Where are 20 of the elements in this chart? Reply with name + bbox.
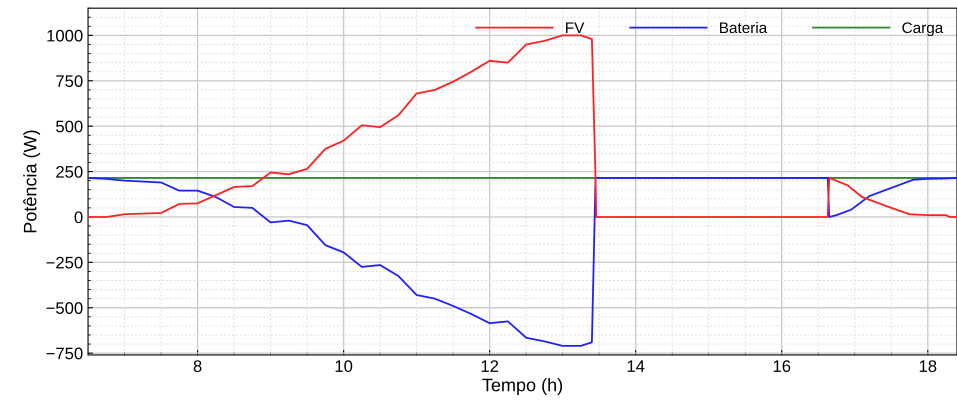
legend-label: Bateria: [720, 22, 768, 34]
y-tick-label: 250: [56, 166, 83, 178]
x-tick-label: 18: [920, 360, 936, 372]
y-tick-label: −250: [46, 256, 83, 269]
y-tick-label: −750: [46, 348, 83, 360]
x-tick-label: 16: [774, 360, 790, 372]
line-series: [88, 177, 957, 347]
x-axis-title: Tempo (h): [482, 378, 562, 395]
y-tick-label: 0: [74, 211, 83, 224]
y-tick-label: 1000: [47, 30, 83, 42]
y-tick-label: 500: [56, 120, 83, 132]
x-tick-label: 12: [482, 360, 498, 372]
legend-label: FV: [566, 22, 584, 33]
y-tick-label: 750: [56, 75, 83, 87]
x-tick-label: 14: [628, 360, 644, 372]
x-tick-label: 8: [194, 360, 202, 372]
y-axis-title: Potência (W): [23, 130, 40, 232]
x-tick-label: 10: [336, 360, 352, 372]
y-tick-label: −500: [46, 302, 83, 314]
legend-label: Carga: [902, 22, 944, 36]
